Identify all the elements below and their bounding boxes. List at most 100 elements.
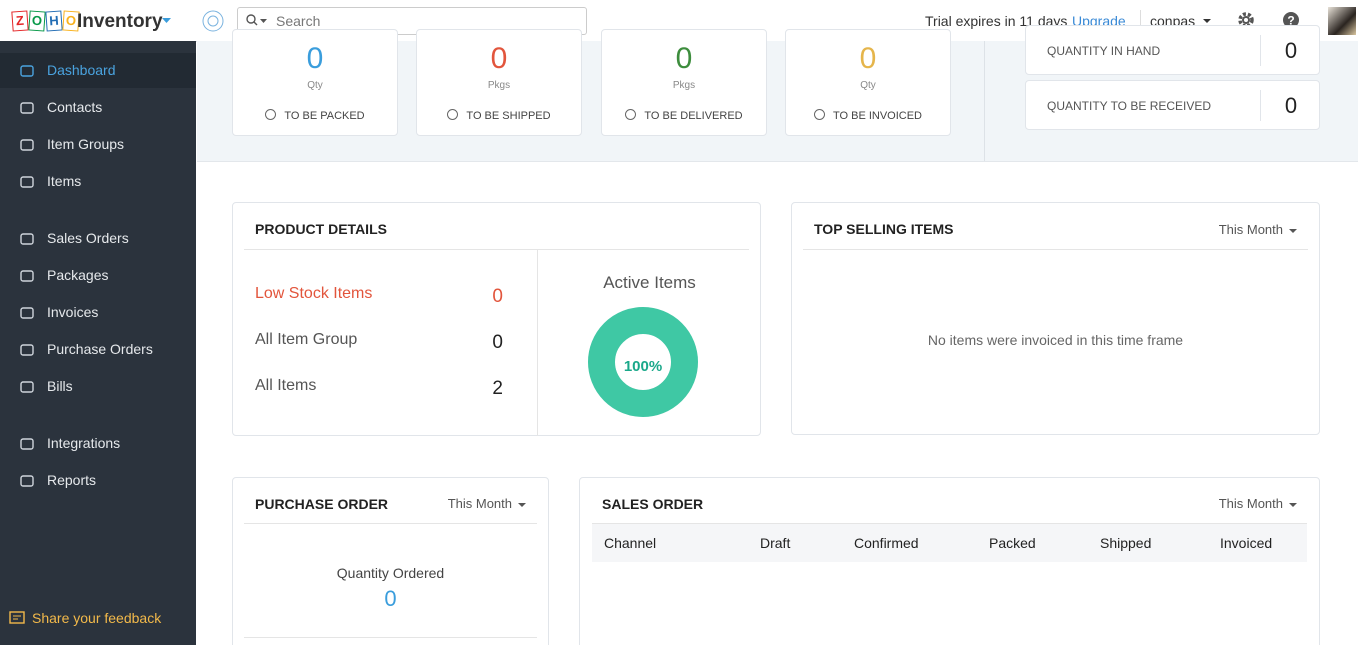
activity-unit: Qty <box>860 80 876 91</box>
activity-unit: Pkgs <box>487 80 511 91</box>
sidebar: Dashboard Contacts Item Groups Items Sales O… <box>0 41 196 645</box>
avatar[interactable] <box>1328 7 1356 35</box>
nav-label: Integrations <box>47 435 121 451</box>
summary-value: 0 <box>1284 38 1298 63</box>
nav-item[interactable]: Integrations <box>0 426 196 461</box>
nav-icon <box>20 176 34 188</box>
nav-item[interactable]: Invoices <box>0 295 196 330</box>
activity-value: 0 <box>859 42 877 75</box>
summary-strip: 0 Qty TO BE PACKED 0 Pkgs TO BE SHIPPED 0 Pkgs T… <box>197 25 1358 162</box>
detail-label: All Item Group <box>255 331 358 348</box>
divider <box>1260 90 1261 121</box>
nav-item[interactable]: Bills <box>0 369 196 404</box>
nav-icon <box>20 65 34 77</box>
summary-value: 0 <box>1284 93 1298 118</box>
period-select[interactable]: This Month <box>1219 496 1297 511</box>
detail-label: All Items <box>255 377 317 394</box>
label-text: TO BE DELIVERED <box>644 110 743 122</box>
activity-unit: Pkgs <box>672 80 696 91</box>
divider <box>1140 10 1141 32</box>
app-name[interactable]: Inventory <box>77 11 163 32</box>
column-header: Confirmed <box>854 535 919 551</box>
feedback-link[interactable]: Share your feedback <box>9 610 161 626</box>
product-details-panel: PRODUCT DETAILS Active Items 100% Low St… <box>232 202 761 436</box>
activity-value: 0 <box>490 42 508 75</box>
nav-label: Purchase Orders <box>47 341 153 357</box>
nav-label: Items <box>47 173 82 189</box>
donut-arc <box>588 307 698 417</box>
nav-item[interactable]: Reports <box>0 463 196 498</box>
nav-icon <box>20 307 34 319</box>
nav-icon <box>20 344 34 356</box>
help-button[interactable]: ? <box>1282 11 1300 29</box>
search-icon <box>246 14 267 26</box>
divider <box>803 249 1308 250</box>
settings-icon[interactable] <box>1237 11 1255 29</box>
metric-value: 0 <box>384 586 397 611</box>
detail-value: 2 <box>492 378 503 399</box>
logo-letter: H <box>45 10 63 32</box>
nav-icon <box>20 438 34 450</box>
donut-label: 100% <box>624 358 662 375</box>
detail-value: 0 <box>492 332 503 353</box>
nav-label: Sales Orders <box>47 230 129 246</box>
feedback-label: Share your feedback <box>32 610 162 626</box>
panel-title: SALES ORDER <box>602 496 704 512</box>
search-box[interactable]: Search <box>237 7 587 35</box>
panel-title: PRODUCT DETAILS <box>255 221 387 237</box>
summary-card: QUANTITY TO BE RECEIVED 0 <box>1025 80 1320 130</box>
empty-message: No items were invoiced in this time fram… <box>927 332 1184 348</box>
caret <box>1203 19 1211 23</box>
status-icon <box>265 109 277 120</box>
nav-item[interactable]: Item Groups <box>0 127 196 162</box>
activity-label: TO BE DELIVERED <box>602 109 766 122</box>
divider <box>537 250 538 436</box>
column-header: Draft <box>760 535 791 551</box>
nav-icon <box>20 102 34 114</box>
nav-item[interactable]: Dashboard <box>0 53 196 88</box>
column-header: Shipped <box>1100 535 1152 551</box>
metric-label: Quantity Ordered <box>336 565 445 581</box>
activity-card: 0 Pkgs TO BE SHIPPED <box>416 29 582 136</box>
nav-icon <box>20 139 34 151</box>
help-icon[interactable] <box>202 10 224 32</box>
nav-label: Packages <box>47 267 109 283</box>
nav-label: Invoices <box>47 304 99 320</box>
status-icon <box>813 109 825 120</box>
nav-icon <box>20 270 34 282</box>
nav-item[interactable]: Sales Orders <box>0 221 196 256</box>
nav-item[interactable]: Contacts <box>0 90 196 125</box>
activity-value: 0 <box>306 42 324 75</box>
summary-label: QUANTITY TO BE RECEIVED <box>1047 99 1212 113</box>
label-text: TO BE SHIPPED <box>466 110 551 122</box>
nav-item[interactable]: Purchase Orders <box>0 332 196 367</box>
detail-value: 0 <box>492 286 503 307</box>
status-icon <box>447 109 459 120</box>
nav-item[interactable]: Items <box>0 164 196 199</box>
nav-label: Dashboard <box>47 62 116 78</box>
detail-label: Low Stock Items <box>255 285 373 302</box>
summary-label: QUANTITY IN HAND <box>1047 44 1161 58</box>
nav-icon <box>20 475 34 487</box>
period-select[interactable]: This Month <box>448 496 526 511</box>
period-select[interactable]: This Month <box>1219 222 1297 237</box>
column-header: Invoiced <box>1220 535 1273 551</box>
nav-label: Contacts <box>47 99 103 115</box>
status-icon <box>625 109 637 120</box>
active-items-donut: 100% <box>588 307 698 417</box>
label-text: TO BE INVOICED <box>832 110 923 122</box>
activity-label: TO BE SHIPPED <box>417 109 581 122</box>
panel-title: PURCHASE ORDER <box>255 496 389 512</box>
column-header: Channel <box>604 535 657 551</box>
purchase-order-panel: PURCHASE ORDER This Month Quantity Order… <box>232 477 549 645</box>
nav-label: Bills <box>47 378 73 394</box>
nav-item[interactable]: Packages <box>0 258 196 293</box>
nav-icon <box>20 233 34 245</box>
search-placeholder: Search <box>276 13 321 29</box>
divider <box>984 41 985 161</box>
top-selling-panel: TOP SELLING ITEMS This Month No items we… <box>791 202 1320 435</box>
nav-label: Reports <box>47 472 97 488</box>
panel-title: TOP SELLING ITEMS <box>814 221 954 237</box>
